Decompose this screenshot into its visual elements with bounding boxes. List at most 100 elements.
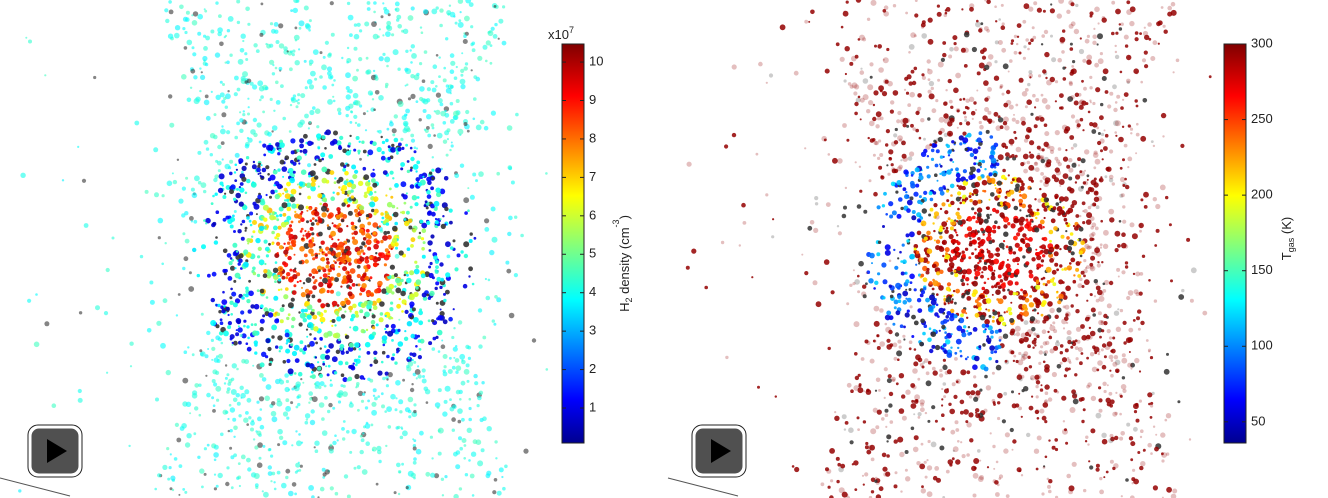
particle bbox=[484, 277, 487, 281]
particle bbox=[846, 382, 852, 388]
particle bbox=[257, 164, 261, 169]
particle bbox=[1064, 348, 1069, 353]
particle bbox=[944, 9, 948, 12]
particle bbox=[742, 221, 747, 225]
particle bbox=[1068, 167, 1074, 173]
particle bbox=[308, 207, 312, 211]
particle bbox=[1072, 279, 1077, 284]
particle bbox=[276, 470, 281, 475]
particle bbox=[801, 253, 804, 256]
particle bbox=[1100, 102, 1104, 107]
particle bbox=[339, 307, 342, 310]
particle bbox=[25, 36, 28, 39]
particle bbox=[319, 316, 326, 323]
particle bbox=[327, 409, 331, 414]
particle bbox=[1063, 128, 1069, 134]
particle bbox=[978, 131, 983, 136]
particle bbox=[1073, 28, 1080, 35]
particle bbox=[1106, 303, 1112, 309]
particle bbox=[821, 135, 827, 142]
particle bbox=[317, 298, 322, 303]
particle bbox=[223, 330, 229, 337]
particle bbox=[431, 176, 435, 181]
particle bbox=[1084, 169, 1086, 172]
particle bbox=[1042, 402, 1049, 408]
particle bbox=[489, 44, 493, 47]
particle bbox=[1012, 251, 1017, 255]
particle bbox=[1123, 341, 1127, 345]
particle bbox=[919, 215, 922, 218]
particle bbox=[296, 440, 302, 447]
particle bbox=[815, 301, 822, 308]
particle bbox=[1022, 255, 1026, 259]
particle bbox=[1014, 187, 1020, 192]
particle bbox=[1115, 8, 1121, 15]
particle bbox=[398, 297, 401, 301]
particle bbox=[172, 179, 178, 185]
particle bbox=[839, 56, 845, 62]
particle bbox=[394, 221, 399, 226]
particle bbox=[986, 236, 992, 242]
particle bbox=[977, 476, 984, 482]
particle bbox=[347, 194, 350, 197]
particle bbox=[430, 203, 435, 209]
particle bbox=[284, 373, 289, 378]
particle bbox=[1124, 44, 1129, 48]
particle bbox=[869, 62, 874, 67]
particle bbox=[1011, 448, 1014, 451]
particle bbox=[427, 180, 432, 186]
particle bbox=[397, 24, 403, 29]
particle bbox=[854, 161, 857, 164]
particle bbox=[229, 224, 234, 229]
particle bbox=[277, 335, 283, 341]
particle bbox=[1082, 408, 1086, 412]
particle bbox=[899, 451, 905, 458]
particle bbox=[44, 74, 47, 77]
particle bbox=[1035, 216, 1038, 220]
particle bbox=[415, 147, 419, 150]
particle bbox=[808, 20, 811, 23]
particle bbox=[974, 299, 979, 304]
particle bbox=[300, 217, 305, 222]
particle bbox=[229, 407, 236, 413]
particle bbox=[835, 456, 840, 461]
particle bbox=[1142, 448, 1146, 452]
particle bbox=[1029, 76, 1032, 79]
particle bbox=[273, 487, 277, 491]
particle bbox=[1070, 304, 1074, 308]
particle bbox=[949, 183, 955, 189]
particle bbox=[1095, 412, 1102, 419]
particle bbox=[913, 361, 919, 367]
particle bbox=[933, 139, 937, 143]
particle bbox=[226, 60, 230, 65]
particle bbox=[997, 298, 1004, 305]
particle bbox=[1044, 420, 1048, 424]
particle bbox=[282, 175, 285, 178]
particle bbox=[314, 449, 319, 454]
particle bbox=[932, 278, 935, 282]
particle bbox=[1041, 192, 1047, 198]
particle bbox=[962, 169, 968, 174]
particle bbox=[246, 238, 251, 243]
particle bbox=[925, 380, 932, 387]
particle bbox=[757, 385, 760, 389]
particle bbox=[196, 273, 200, 278]
particle bbox=[207, 273, 211, 278]
particle bbox=[854, 279, 860, 285]
particle bbox=[887, 172, 891, 176]
particle bbox=[146, 328, 152, 333]
particle bbox=[301, 237, 304, 241]
particle bbox=[186, 433, 192, 439]
particle bbox=[1043, 216, 1046, 220]
particle bbox=[168, 0, 172, 4]
particle bbox=[263, 239, 268, 244]
particle bbox=[397, 328, 401, 332]
particle bbox=[972, 280, 978, 287]
particle bbox=[956, 214, 962, 220]
particle bbox=[129, 341, 134, 346]
particle bbox=[395, 246, 398, 250]
particle bbox=[958, 317, 965, 324]
particle bbox=[297, 159, 300, 162]
particle bbox=[364, 191, 367, 195]
particle bbox=[884, 244, 891, 251]
